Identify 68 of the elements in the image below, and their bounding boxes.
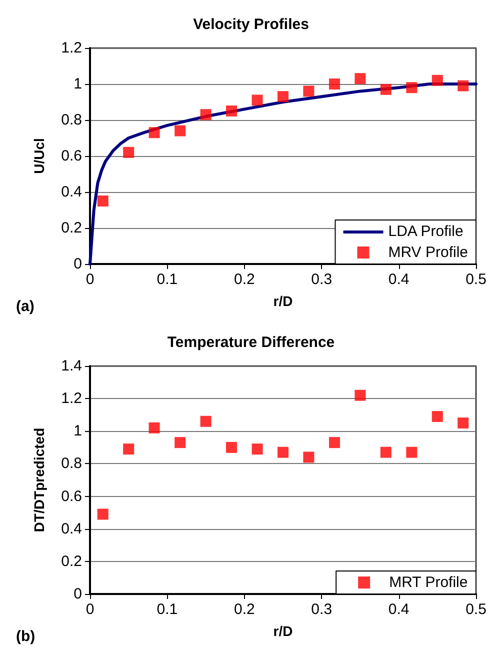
point xyxy=(148,127,160,138)
chart-title: Temperature Difference xyxy=(167,334,335,351)
y-tick-label: 1.2 xyxy=(61,40,82,56)
y-tick-label: 0 xyxy=(74,586,82,602)
y-tick-label: 1 xyxy=(74,76,82,92)
y-tick-label: 0.6 xyxy=(61,148,82,164)
point xyxy=(174,125,186,136)
point xyxy=(458,80,469,92)
point xyxy=(123,444,134,455)
point xyxy=(174,437,186,448)
point xyxy=(148,422,160,434)
x-tick-label: 0.3 xyxy=(311,601,332,618)
point xyxy=(278,446,288,458)
point xyxy=(432,74,443,86)
y-tick-label: 0.2 xyxy=(61,220,82,236)
point xyxy=(200,416,212,427)
x-axis-title: r/D xyxy=(273,623,293,639)
x-tick-label: 0.4 xyxy=(388,271,410,288)
x-tick-label: 0 xyxy=(86,601,94,618)
x-tick-label: 0.2 xyxy=(234,601,255,618)
y-tick-label: 0.8 xyxy=(61,455,82,472)
y-axis-title: U/Ucl xyxy=(31,138,47,174)
point xyxy=(328,78,340,90)
text: (a) xyxy=(16,298,34,315)
y-tick-label: 0.4 xyxy=(61,184,82,200)
x-tick-label: 0.5 xyxy=(466,601,486,618)
point xyxy=(432,410,443,422)
point xyxy=(303,86,314,97)
point xyxy=(97,196,108,206)
point xyxy=(252,94,263,106)
x-tick-label: 0.5 xyxy=(466,271,486,288)
point xyxy=(458,418,469,428)
point xyxy=(380,446,392,458)
y-tick-label: 0 xyxy=(74,256,82,272)
y-tick-label: 1.4 xyxy=(61,358,82,374)
x-tick-label: 0.1 xyxy=(156,271,178,288)
legend-label: MRT Profile xyxy=(389,574,468,591)
point xyxy=(303,452,314,463)
y-tick-label: 1 xyxy=(74,422,82,440)
x-tick-label: 0.2 xyxy=(234,271,255,288)
y-axis-title: DT/DTpredicted xyxy=(31,428,47,532)
x-tick-label: 0.1 xyxy=(156,601,178,618)
point xyxy=(97,508,108,520)
x-tick-label: 0 xyxy=(86,271,94,288)
x-tick-label: 0.3 xyxy=(311,271,332,288)
x-tick-label: 0.4 xyxy=(388,601,410,618)
legend-label: MRV Profile xyxy=(388,244,468,261)
chart-title: Velocity Profiles xyxy=(193,16,309,33)
point xyxy=(123,146,134,158)
point xyxy=(278,91,288,102)
y-tick-label: 0.4 xyxy=(61,520,82,538)
text: (b) xyxy=(16,628,36,645)
point xyxy=(406,446,418,458)
point xyxy=(328,437,340,448)
point xyxy=(226,106,238,116)
point xyxy=(406,82,418,94)
x-axis-title: r/D xyxy=(273,293,293,309)
point xyxy=(200,109,212,120)
point xyxy=(252,444,263,455)
point xyxy=(380,84,392,95)
point xyxy=(226,442,238,453)
y-tick-label: 0.8 xyxy=(61,112,82,128)
legend-label: LDA Profile xyxy=(388,223,464,240)
y-tick-label: 1.2 xyxy=(61,390,82,408)
y-tick-label: 0.6 xyxy=(61,488,82,505)
point xyxy=(354,73,366,84)
y-tick-label: 0.2 xyxy=(61,552,82,570)
point xyxy=(354,390,366,401)
